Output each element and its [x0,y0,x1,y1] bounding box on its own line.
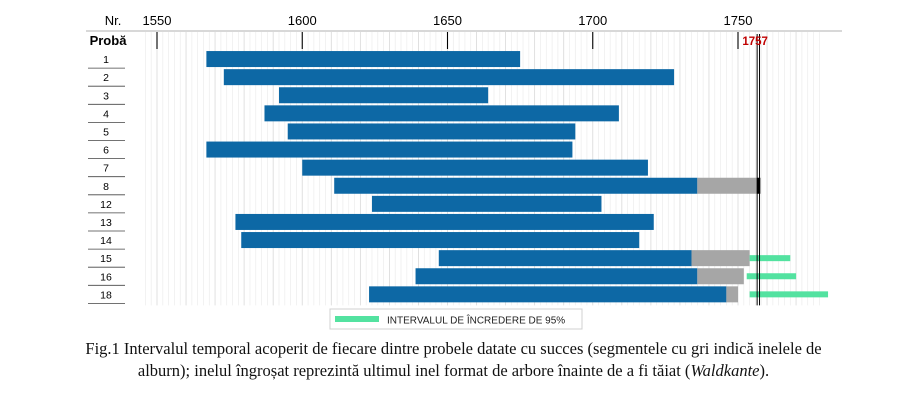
heartwood-bar [264,105,619,122]
x-tick-label: 1750 [724,13,753,28]
sample-label: 18 [100,289,112,301]
x-tick-label: 1700 [578,13,607,28]
sample-label: 4 [103,108,109,120]
heartwood-bar [206,51,521,68]
x-tick-label: 1650 [433,13,462,28]
heartwood-bar [241,232,640,249]
sample-label: 5 [103,126,109,138]
legend-swatch-confidence [335,316,379,322]
sample-label: 3 [103,90,109,102]
sample-label: 13 [100,217,112,229]
legend-label: INTERVALUL DE ÎNCREDERE DE 95% [387,314,565,327]
heartwood-bar [334,177,698,194]
felling-year-marker: 1757 [742,34,768,306]
sample-label: 16 [100,271,112,283]
x-tick-label: 1550 [143,13,172,28]
confidence-interval-bar [749,291,829,298]
sample-label: 14 [100,235,112,247]
header-nr-label: Nr. [105,13,122,28]
heartwood-bar [438,250,692,267]
header-sample-label: Probă [90,33,128,48]
heartwood-bar [223,69,675,86]
sample-label: 12 [100,199,112,211]
sample-label: 1 [103,54,109,66]
sample-label: 6 [103,145,109,157]
heartwood-bar [371,195,602,212]
sapwood-bar [697,177,759,194]
heartwood-bar [279,87,489,104]
confidence-interval-bar [746,273,797,280]
heartwood-bar [369,286,727,303]
waldkante-ring [757,177,761,194]
year-axis: 1550 1600 1650 1700 1750 [143,13,753,49]
sapwood-bar [697,268,744,285]
legend: INTERVALUL DE ÎNCREDERE DE 95% [329,308,583,330]
caption-line-2: alburn); inelul îngroșat reprezintă ulti… [20,360,887,382]
sapwood-bar [691,250,750,267]
heartwood-bar [235,213,654,230]
figure-caption: Fig.1 Intervalul temporal acoperit de fi… [20,338,887,382]
heartwood-bar [415,268,698,285]
caption-line-2-end: ). [759,361,770,380]
caption-waldkante: Waldkante [690,361,760,380]
chart-header: Nr. Probă [90,13,128,48]
sample-label: 2 [103,72,109,84]
heartwood-bar [206,141,573,158]
caption-line-1: Fig.1 Intervalul temporal acoperit de fi… [85,339,822,358]
heartwood-bar [302,159,648,176]
legend-box [329,308,583,330]
sapwood-bar [726,286,738,303]
sample-label: 15 [100,253,112,265]
caption-line-2-text: alburn); inelul îngroșat reprezintă ulti… [137,361,691,380]
sample-label: 7 [103,163,109,175]
marker-label: 1757 [742,36,768,48]
x-tick-label: 1600 [288,13,317,28]
sample-label: 8 [103,181,109,193]
heartwood-bar [287,123,576,140]
confidence-interval-bar [749,255,791,262]
